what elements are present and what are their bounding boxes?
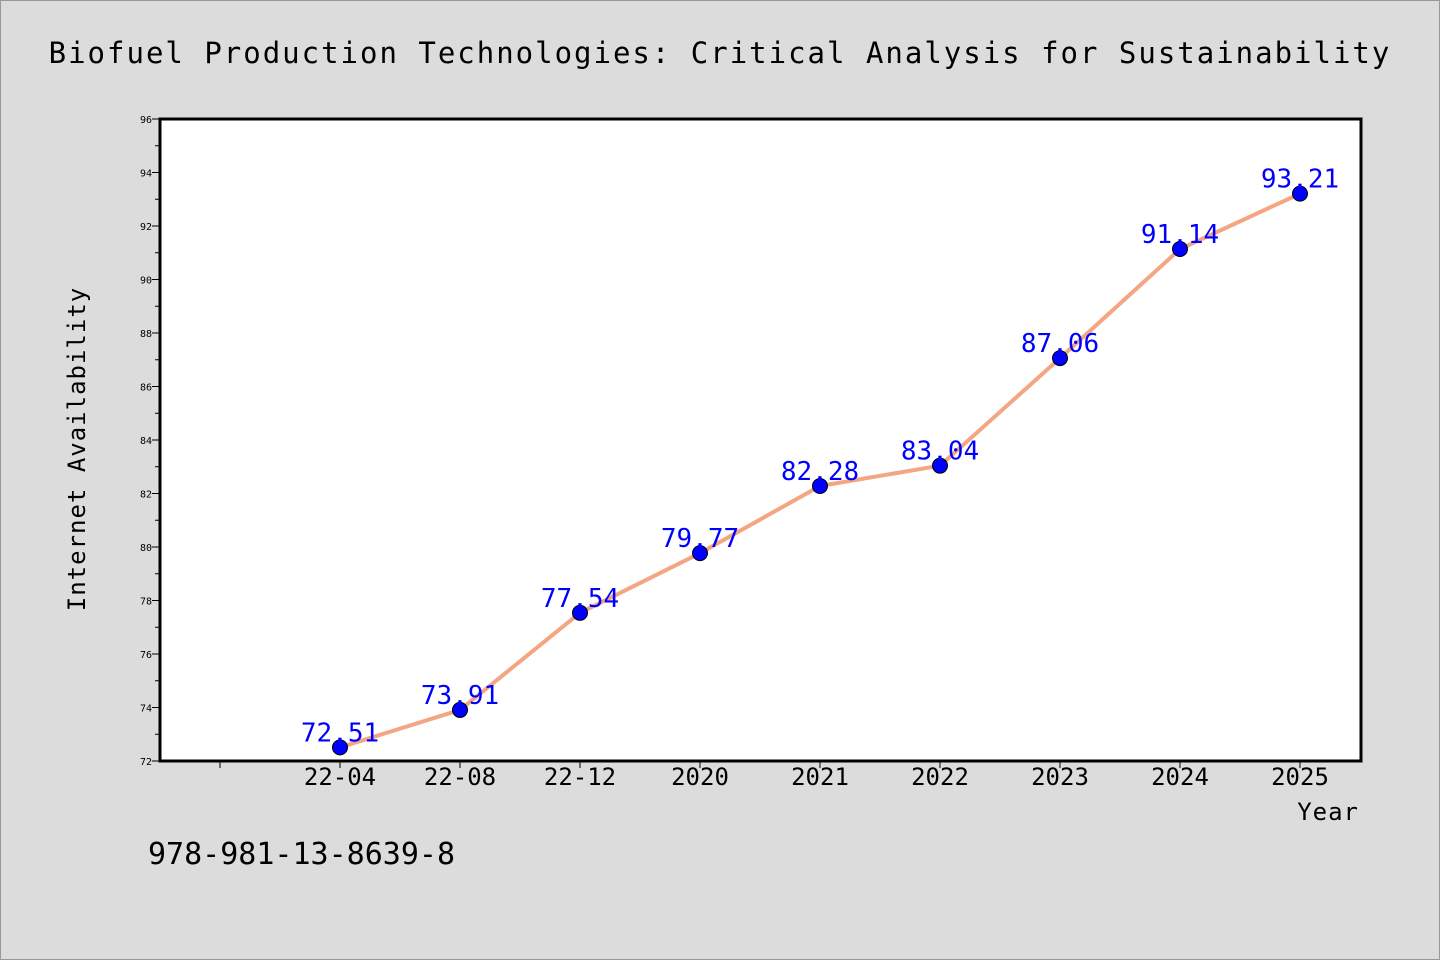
y-tick-label: 92: [140, 222, 152, 233]
x-axis-label: Year: [1297, 798, 1359, 826]
y-tick-label: 82: [140, 490, 152, 501]
y-tick-label: 78: [140, 597, 152, 608]
x-tick-label: 22-08: [424, 763, 496, 791]
data-label: 93.21: [1261, 165, 1339, 195]
data-point: [572, 604, 588, 621]
data-point: [452, 701, 468, 718]
x-tick-label: 2021: [791, 763, 849, 791]
y-axis: 72 74 76 78 80 82 84 86 88 90 92 94 96: [140, 115, 160, 768]
y-tick-label: 80: [140, 543, 152, 554]
x-tick-label: 22-04: [304, 763, 376, 791]
y-tick-label: 86: [140, 383, 152, 394]
x-tick-label: 22-12: [544, 763, 616, 791]
data-label: 87.06: [1021, 329, 1099, 359]
y-axis-label: Internet Availability: [63, 287, 91, 611]
data-label: 82.28: [781, 457, 859, 487]
y-tick-label: 96: [140, 115, 152, 126]
y-tick-label: 74: [140, 704, 152, 715]
data-point: [692, 545, 708, 562]
y-tick-label: 90: [140, 276, 152, 287]
y-tick-label: 94: [140, 169, 152, 180]
data-label: 72.51: [301, 718, 379, 748]
x-tick-label: 2023: [1031, 763, 1089, 791]
data-point: [332, 739, 348, 756]
y-tick-label: 88: [140, 329, 152, 340]
data-point: [812, 478, 828, 495]
data-point: [1292, 185, 1308, 202]
isbn-text: 978-981-13-8639-8: [148, 837, 455, 872]
series-markers: [332, 185, 1308, 756]
plot-area: [158, 117, 1363, 763]
y-tick-label: 72: [140, 757, 152, 768]
data-point: [1052, 350, 1068, 367]
y-tick-label: 84: [140, 436, 152, 447]
x-tick-label: 2020: [671, 763, 729, 791]
data-point: [1172, 241, 1188, 258]
data-label: 91.14: [1141, 220, 1219, 250]
data-label: 79.77: [661, 524, 739, 554]
data-point: [932, 457, 948, 474]
x-axis: 22-04 22-08 22-12 2020 2021 2022 2023 2024 2025: [219, 761, 1329, 791]
x-tick-label: 2025: [1271, 763, 1329, 791]
x-tick-label: 2022: [911, 763, 969, 791]
data-label: 73.91: [421, 681, 499, 711]
data-label: 77.54: [541, 584, 619, 614]
x-tick-label: 2024: [1151, 763, 1209, 791]
data-label: 83.04: [901, 437, 979, 467]
data-labels: 72.51 73.91 77.54 79.77 82.28 83.04 87.06 91.14…: [301, 165, 1339, 749]
chart-title: Biofuel Production Technologies: Critica…: [49, 36, 1392, 70]
y-tick-label: 76: [140, 650, 152, 661]
